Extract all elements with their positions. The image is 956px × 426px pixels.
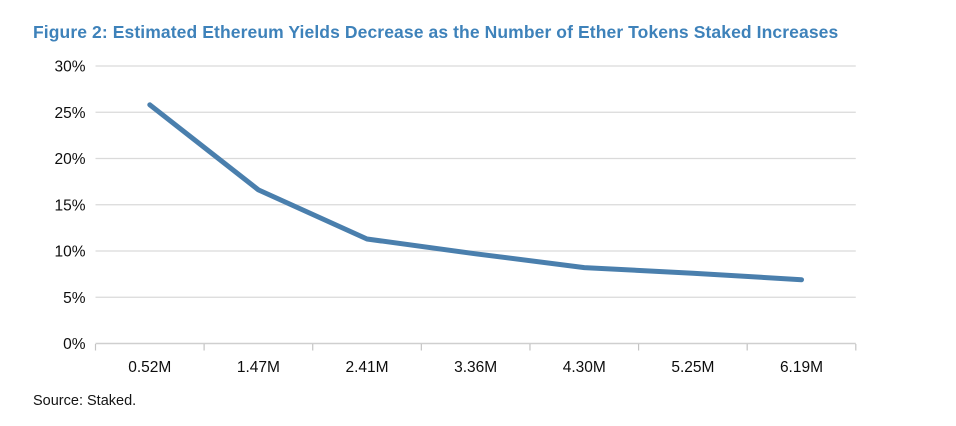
x-tick-label: 4.30M [563, 359, 606, 376]
y-tick-label: 5% [63, 290, 86, 307]
yield-series-line [147, 102, 804, 283]
y-tick-label: 30% [54, 59, 85, 76]
source-note: Source: Staked. [33, 393, 137, 409]
y-tick-label: 10% [54, 244, 85, 261]
y-tick-label: 0% [63, 336, 86, 353]
x-tick-label: 3.36M [454, 359, 497, 376]
x-tick-label: 6.19M [780, 359, 823, 376]
y-tick-label: 20% [54, 151, 85, 168]
x-axis-labels: 0.52M 1.47M 2.41M 3.36M 4.30M 5.25M 6.19M [128, 359, 823, 376]
y-tick-label: 15% [54, 197, 85, 214]
y-tick-label: 25% [54, 105, 85, 122]
y-axis-labels: 0% 5% 10% 15% 20% 25% 30% [54, 59, 85, 354]
gridlines [95, 65, 856, 345]
x-tick-label: 0.52M [128, 359, 171, 376]
x-tick-label: 1.47M [237, 359, 280, 376]
x-axis-ticks [94, 344, 857, 351]
x-tick-label: 5.25M [671, 359, 714, 376]
figure-title: Figure 2: Estimated Ethereum Yields Decr… [33, 22, 839, 42]
x-tick-label: 2.41M [345, 359, 388, 376]
